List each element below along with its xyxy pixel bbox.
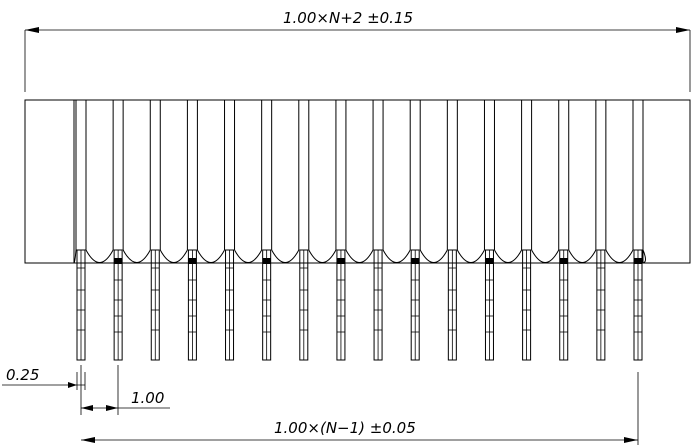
- contact-pin: [299, 249, 309, 361]
- arrowhead-left: [25, 27, 39, 33]
- housing-body: [24, 99, 691, 264]
- pin-contact-mark: [559, 258, 568, 264]
- pin-width-label: 0.25: [6, 366, 39, 384]
- housing-scallop: [196, 249, 225, 263]
- housing-scallop: [271, 249, 300, 263]
- pitch-arrow-left: [81, 405, 93, 411]
- housing-scallop: [122, 249, 151, 263]
- overall-length-label: 1.00×N+2 ±0.15: [283, 9, 413, 27]
- housing-scallop: [419, 249, 448, 263]
- contact-pin: [596, 249, 606, 361]
- housing-scallop: [568, 249, 597, 263]
- housing-scallop: [642, 249, 646, 264]
- pin-contact-mark: [262, 258, 271, 264]
- contact-pin: [76, 249, 86, 361]
- contact-pin: [633, 249, 643, 361]
- pitch-dimension: 1.00: [80, 365, 170, 415]
- contact-pin: [447, 249, 457, 361]
- pin-contact-mark: [411, 258, 420, 264]
- span-arrow-left: [81, 437, 95, 443]
- contact-pin: [262, 249, 272, 361]
- pin-width-arrow: [68, 382, 77, 388]
- contact-pin: [225, 249, 235, 361]
- contact-pin: [336, 249, 346, 361]
- span-arrow-right: [624, 437, 638, 443]
- arrowhead-right: [676, 27, 690, 33]
- pitch-span-label: 1.00×(N−1) ±0.05: [274, 419, 416, 437]
- housing-scallop: [85, 249, 114, 263]
- contact-pin: [410, 249, 420, 361]
- pitch-span-dimension: 1.00×(N−1) ±0.05: [81, 372, 639, 445]
- housing-scallop: [234, 249, 263, 263]
- contact-pin: [187, 249, 197, 361]
- pitch-label: 1.00: [131, 389, 164, 407]
- connector-housing: [24, 99, 691, 264]
- housing-scallop: [456, 249, 485, 263]
- pin-contact-mark: [188, 258, 197, 264]
- housing-scallop: [345, 249, 374, 263]
- housing-scallop: [531, 249, 560, 263]
- pin-contact-mark: [114, 258, 123, 264]
- overall-length-dimension: 1.00×N+2 ±0.15: [24, 9, 691, 92]
- pin-contact-mark: [634, 258, 642, 264]
- pin-contact-mark: [485, 258, 494, 264]
- housing-scallop: [605, 249, 634, 263]
- pin-contact-mark: [336, 258, 345, 264]
- housing-scallop: [73, 249, 77, 264]
- housing-scallop: [159, 249, 188, 263]
- housing-scallop: [494, 249, 523, 263]
- housing-scallop: [308, 249, 337, 263]
- pitch-arrow-right: [106, 405, 118, 411]
- contact-pins: [76, 249, 643, 361]
- contact-pin: [484, 249, 494, 361]
- contact-slots: [73, 100, 646, 264]
- contact-pin: [113, 249, 123, 361]
- housing-scallop: [382, 249, 411, 263]
- contact-pin: [522, 249, 532, 361]
- contact-pin: [150, 249, 160, 361]
- contact-pin: [559, 249, 569, 361]
- pin-width-dimension: 0.25: [2, 366, 86, 390]
- contact-pin: [373, 249, 383, 361]
